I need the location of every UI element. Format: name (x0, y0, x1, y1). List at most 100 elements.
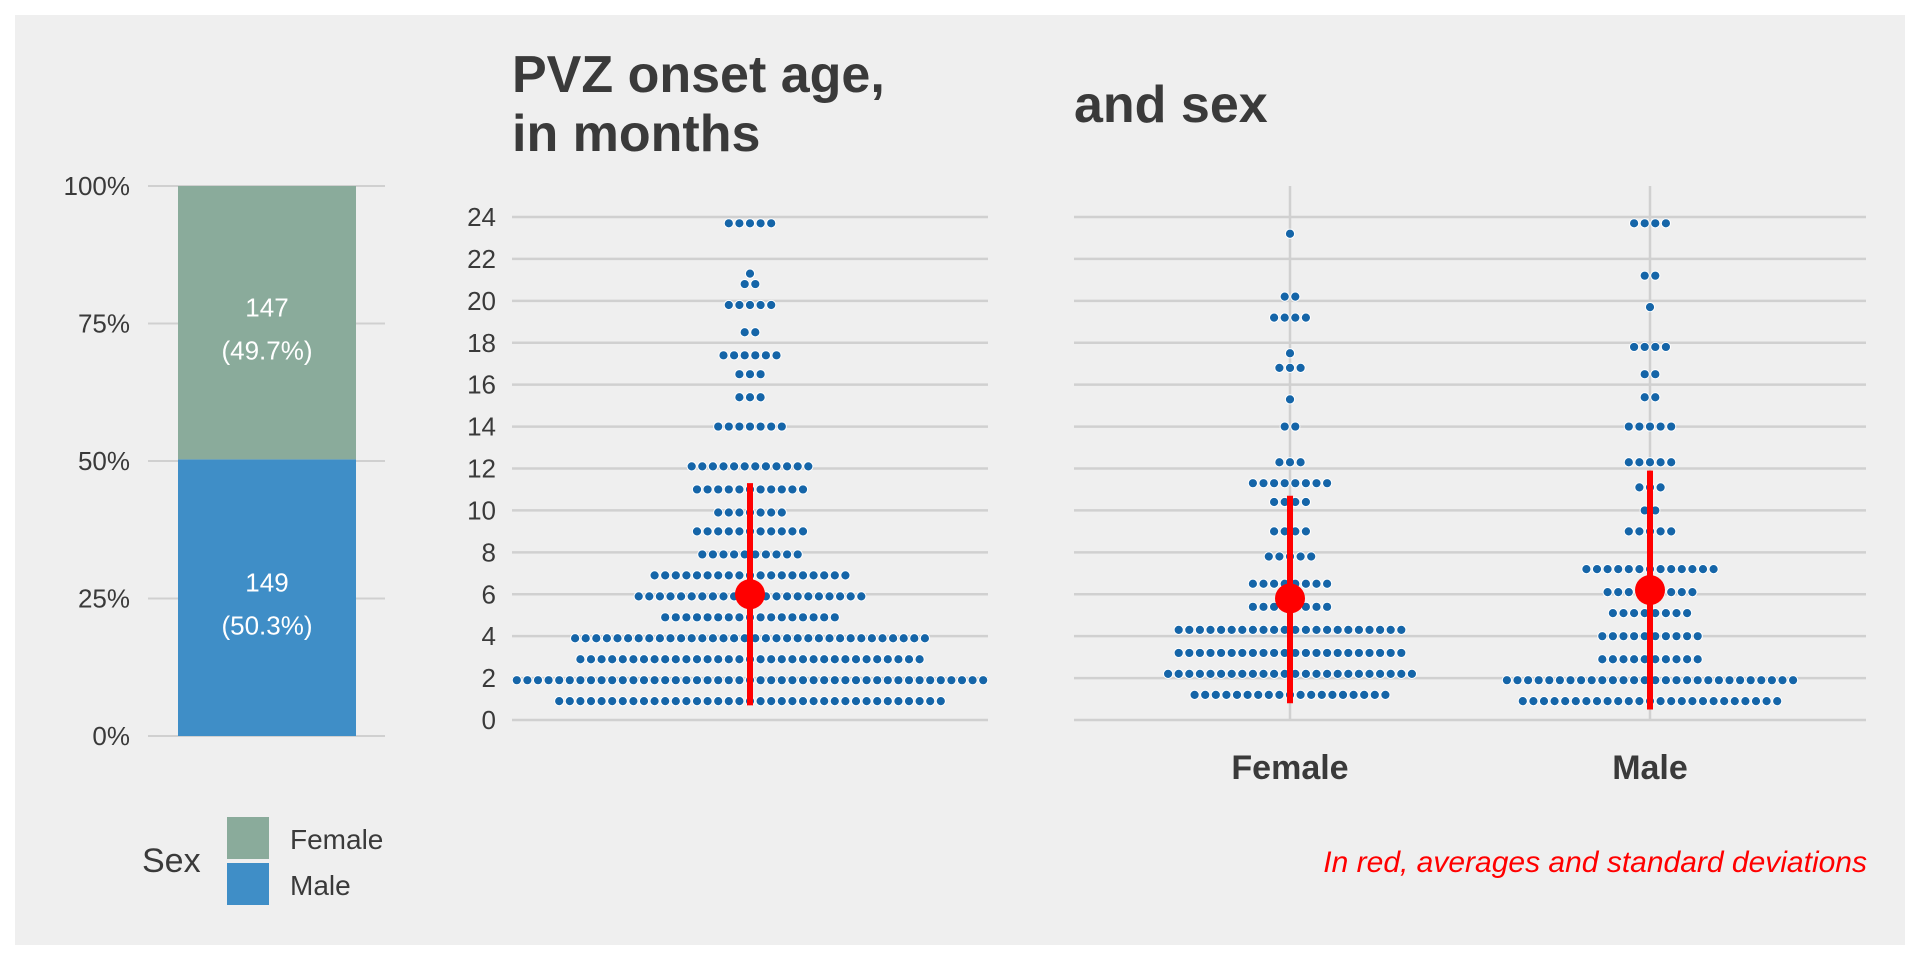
overall-dotplot-dot (660, 612, 671, 623)
sex-dotplot-dot-female (1353, 624, 1365, 635)
sex-dotplot-dot-female (1359, 689, 1370, 700)
overall-dotplot-dot (893, 696, 904, 707)
overall-dotplot-dot (570, 633, 581, 644)
overall-dotplot-dot (723, 526, 734, 537)
sex-dotplot-dot-male (1697, 564, 1709, 575)
overall-dotplot-dot (681, 696, 692, 707)
overall-dotplot-dot (691, 654, 703, 665)
overall-dotplot-y-tick: 0 (482, 705, 496, 735)
overall-dotplot-dot (676, 591, 687, 602)
sex-dotplot-dot-male (1639, 369, 1650, 380)
sex-dotplot-dot-female (1247, 624, 1259, 635)
overall-dotplot-dot (723, 570, 734, 581)
overall-dotplot-dot (755, 218, 766, 229)
stacked-bar-y-ticks: 0% 25% 50% 75% 100% (64, 171, 131, 751)
sex-dotplot-dot-female (1332, 647, 1343, 659)
sex-dotplot-dot-female (1385, 647, 1396, 659)
overall-dotplot-y-tick: 2 (482, 663, 496, 693)
overall-dotplot-dot (766, 654, 777, 665)
overall-dotplot-dot (819, 675, 830, 686)
overall-dotplot-dot (670, 654, 681, 665)
overall-dotplot-dot (649, 696, 660, 707)
sex-dotplot-dot-female (1263, 551, 1274, 562)
overall-dotplot-dot (888, 633, 899, 644)
overall-dotplot-dot (903, 654, 915, 665)
overall-dotplot-y-tick: 22 (467, 244, 496, 274)
overall-dotplot-dot (787, 612, 798, 623)
overall-dotplot-dot (644, 633, 655, 644)
overall-dotplot-dot (744, 299, 756, 311)
overall-dotplot-dot (633, 591, 644, 602)
overall-dotplot-dot (638, 675, 650, 686)
sex-dotplot-dot-female (1396, 668, 1407, 679)
overall-dotplot-dot (665, 633, 676, 644)
overall-dotplot-dot (776, 696, 787, 707)
overall-dotplot-dot (681, 675, 692, 686)
sex-dotplot-dot-female (1284, 362, 1296, 373)
overall-dotplot-dot (792, 591, 803, 602)
overall-dotplot-dot (755, 612, 766, 623)
stacked-bar-segment-male (178, 459, 356, 736)
overall-dotplot-dot (729, 633, 740, 644)
overall-dotplot-dot (628, 696, 639, 707)
overall-dotplot-dot (734, 421, 745, 432)
overall-dotplot-dot (771, 633, 782, 644)
sex-dotplot-dot-male (1761, 696, 1772, 707)
legend-label-male: Male (290, 870, 351, 901)
overall-dotplot-dot (739, 327, 750, 338)
overall-dotplot-dot (734, 675, 745, 686)
overall-dotplot-dot (702, 484, 713, 495)
overall-dotplot-dot (543, 675, 554, 686)
sex-dotplot-dot-male (1613, 696, 1624, 707)
overall-dotplot-dot (734, 654, 745, 665)
overall-dotplot-dot (596, 696, 607, 707)
sex-dotplot-dot-female (1226, 647, 1237, 659)
overall-dotplot-dot (808, 696, 819, 707)
overall-dotplot-dot (734, 369, 745, 380)
overall-dotplot-dot (808, 570, 819, 581)
overall-dotplot-y-tick: 16 (467, 370, 496, 400)
sex-dotplot-dot-male (1639, 270, 1650, 281)
sex-dotplot-dot-female (1284, 394, 1296, 405)
sex-dotplot-dot-female (1364, 624, 1375, 635)
overall-dotplot-dot (771, 549, 782, 560)
sex-dotplot-dot-female (1385, 668, 1396, 679)
overall-dotplot-dot (903, 675, 915, 686)
overall-dotplot-dot (755, 570, 766, 581)
sex-dotplot-dot-female (1295, 689, 1306, 700)
overall-dotplot-dot (718, 461, 729, 472)
footnote: In red, averages and standard deviations (1323, 846, 1867, 879)
overall-dotplot-dot (919, 633, 931, 644)
overall-dotplot-dot (787, 570, 798, 581)
sex-dotplot-dot-male (1650, 341, 1661, 353)
overall-dotplot-dot (686, 633, 697, 644)
sex-dotplot-dot-male (1629, 218, 1640, 229)
overall-dotplot-dot (644, 591, 655, 602)
overall-dotplot-dot (792, 633, 803, 644)
overall-dotplot-dot (670, 696, 681, 707)
sex-dotplot-dot-male (1644, 457, 1656, 468)
sex-dotplot-dot-male (1607, 608, 1619, 619)
overall-dotplot-dot (707, 461, 719, 472)
sex-dotplot-dot-female (1200, 689, 1211, 700)
sex-dotplot-dot-female (1173, 624, 1184, 635)
overall-dotplot-dot (649, 570, 660, 581)
overall-dotplot-dot (681, 570, 692, 581)
overall-dotplot-dot (755, 675, 766, 686)
sex-dotplot-dot-male (1687, 587, 1698, 598)
sex-dotplot-dot-male (1634, 457, 1645, 468)
sex-dotplot-dot-male (1666, 696, 1677, 707)
sex-dotplot-dot-male (1581, 564, 1592, 575)
overall-dotplot-dot (691, 696, 703, 707)
sex-dotplot-dot-female (1247, 578, 1259, 589)
overall-dotplot-dot (723, 696, 734, 707)
sex-dotplot-dots (1163, 218, 1799, 707)
overall-dotplot-y-tick: 14 (467, 412, 496, 442)
overall-dotplot-dot (782, 633, 793, 644)
overall-dotplot-dot (872, 675, 883, 686)
overall-dotplot-dot (522, 675, 533, 686)
overall-dotplot-dot (670, 570, 681, 581)
sex-dotplot-dot-female (1269, 478, 1280, 489)
sex-dotplot-dot-female (1279, 312, 1290, 323)
